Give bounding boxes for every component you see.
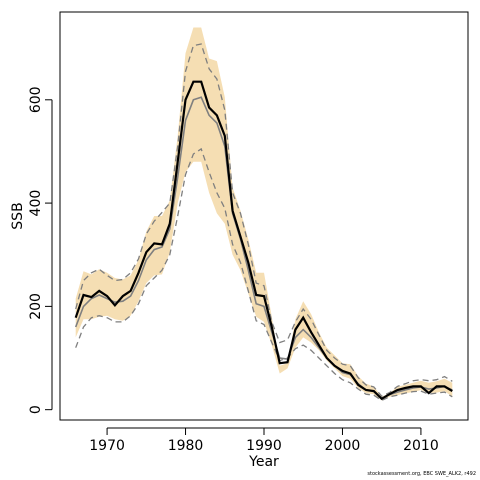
confidence-band (75, 27, 453, 401)
x-tick-label: 1980 (168, 438, 204, 454)
confidence-band-area (75, 27, 453, 401)
x-tick-label: 1970 (89, 438, 125, 454)
upper-ci-line (75, 43, 453, 397)
credit-text: stockassessment.org, EBC SWE_ALK2, r492 (367, 471, 476, 477)
y-tick-label: 200 (28, 293, 44, 320)
y-axis-label: SSB (10, 202, 26, 229)
x-tick-label: 2010 (403, 438, 439, 454)
y-tick-label: 0 (28, 405, 44, 414)
y-tick-label: 400 (28, 190, 44, 217)
plot-frame (59, 11, 469, 421)
median-line (74, 96, 453, 400)
lower-ci-line (75, 147, 453, 402)
series-lines (74, 43, 453, 402)
y-tick-label: 600 (28, 86, 44, 113)
x-axis-label: Year (248, 454, 279, 470)
x-tick-label: 1990 (246, 438, 282, 454)
axes: 1970 1980 1990 2000 2010 0 200 400 600 (28, 86, 439, 454)
estimate-line (74, 80, 453, 401)
x-tick-label: 2000 (325, 438, 361, 454)
